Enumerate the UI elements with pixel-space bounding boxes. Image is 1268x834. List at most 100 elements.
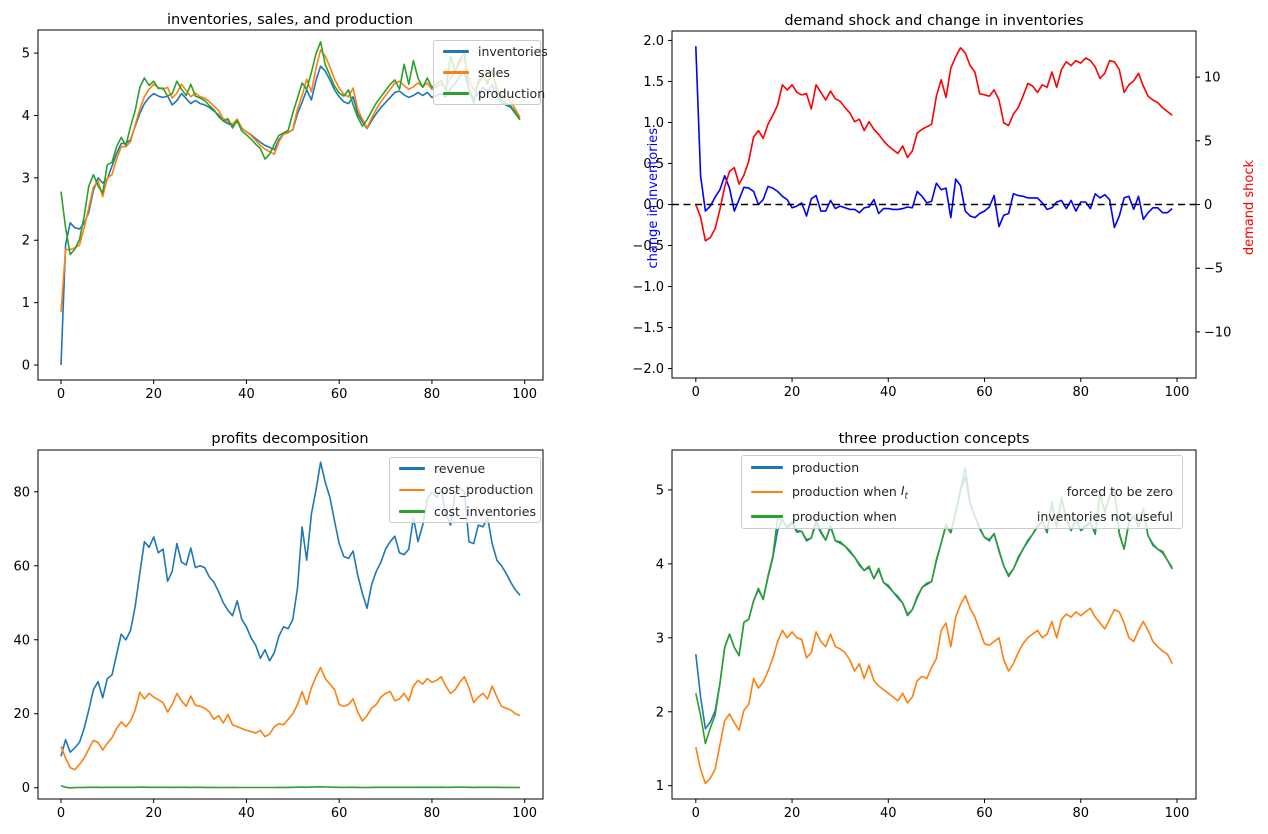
inventories-sales-production-y-tick-label: 4 xyxy=(22,109,30,124)
legend-item-inventories: inventories xyxy=(434,44,548,59)
profits-decomposition-x-tick-label: 80 xyxy=(424,806,441,821)
chart-title-demand-shock: demand shock and change in inventories xyxy=(784,13,1084,29)
legend-label: production when xyxy=(792,509,897,525)
legend-item-production: production xyxy=(434,86,545,101)
demand-shock-change-inventories-line-demand-shock xyxy=(695,46,1173,242)
profits-decomposition-x-tick-label: 100 xyxy=(512,806,537,821)
legend-item-cost-production: cost_production xyxy=(390,482,540,497)
inventories-sales-production-x-tick-label: 80 xyxy=(424,387,441,402)
legend-profits-decomposition: revenue cost_production cost_inventories xyxy=(389,457,541,523)
legend-label-right: inventories not useful xyxy=(1036,509,1173,525)
legend-line-sample-production xyxy=(751,466,783,469)
demand-shock-change-inventories-y-tick-right-label: −10 xyxy=(1204,325,1231,340)
legend-line-sample-inventories xyxy=(443,50,469,53)
legend-label: revenue xyxy=(434,461,486,477)
legend-label: inventories xyxy=(478,44,548,59)
legend-line-sample-sales xyxy=(443,71,469,74)
demand-shock-change-inventories-y-tick-label: 1.0 xyxy=(643,116,664,131)
legend-item-production-inventories-not-useful: production when inventories not useful xyxy=(742,509,1182,524)
legend-line-sample-production-inventories-not-useful xyxy=(751,515,783,518)
inventories-sales-production-x-tick-label: 100 xyxy=(512,387,537,402)
demand-shock-change-inventories-x-tick-label: 60 xyxy=(976,385,993,400)
demand-shock-change-inventories-y-tick-label: 0.0 xyxy=(643,198,664,213)
legend-line-sample-revenue xyxy=(399,467,425,470)
inventories-sales-production-y-tick-label: 5 xyxy=(22,47,30,62)
demand-shock-change-inventories-x-tick-label: 40 xyxy=(880,385,897,400)
demand-shock-change-inventories-x-tick-label: 0 xyxy=(692,385,700,400)
demand-shock-change-inventories-y-tick-right-label: 5 xyxy=(1204,134,1212,149)
profits-decomposition-x-tick-label: 40 xyxy=(238,806,255,821)
legend-three-production-concepts: production production when It forced to … xyxy=(741,455,1183,529)
three-production-concepts-x-tick-label: 100 xyxy=(1165,806,1190,821)
demand-shock-change-inventories-x-tick-label: 80 xyxy=(1072,385,1089,400)
inventories-sales-production-y-tick-label: 3 xyxy=(22,171,30,186)
profits-decomposition-x-tick-label: 0 xyxy=(57,806,65,821)
y-axis-label-demand-shock: demand shock xyxy=(1242,160,1257,256)
profits-decomposition-y-tick-label: 40 xyxy=(13,633,30,648)
inventories-sales-production-line-inventories xyxy=(60,65,521,366)
inventories-sales-production-frame xyxy=(37,29,544,381)
profits-decomposition-line-cost-production xyxy=(60,666,521,771)
three-production-concepts-x-tick-label: 60 xyxy=(976,806,993,821)
three-production-concepts-frame xyxy=(671,449,1197,800)
legend-label: cost_inventories xyxy=(434,503,536,519)
demand-shock-change-inventories-frame xyxy=(671,30,1197,379)
legend-item-revenue: revenue xyxy=(390,461,540,476)
demand-shock-change-inventories-line-change-in-inventories xyxy=(695,46,1173,229)
demand-shock-change-inventories-y-tick-label: −1.0 xyxy=(632,280,664,295)
legend-line-sample-production-when-it-zero xyxy=(751,490,783,494)
legend-item-sales: sales xyxy=(434,65,540,80)
inventories-sales-production-x-tick-label: 20 xyxy=(145,387,162,402)
profits-decomposition-y-tick-label: 20 xyxy=(13,707,30,722)
three-production-concepts-x-tick-label: 0 xyxy=(692,806,700,821)
legend-math-symbol: It xyxy=(900,482,909,502)
demand-shock-change-inventories-y-tick-right-label: 10 xyxy=(1204,71,1221,86)
legend-line-sample-cost-inventories xyxy=(399,510,425,513)
legend-line-sample-production xyxy=(443,92,469,95)
demand-shock-change-inventories-x-tick-label: 100 xyxy=(1165,385,1190,400)
legend-item-cost-inventories: cost_inventories xyxy=(390,504,540,519)
legend-label: cost_production xyxy=(434,482,534,498)
profits-decomposition-y-tick-label: 0 xyxy=(22,781,30,796)
legend-line-sample-cost-production xyxy=(399,488,425,492)
y-axis-label-change-in-inventories: change in inventories xyxy=(646,128,661,269)
legend-label-right: forced to be zero xyxy=(1066,484,1173,500)
three-production-concepts-x-tick-label: 20 xyxy=(784,806,801,821)
three-production-concepts-y-tick-label: 1 xyxy=(656,779,664,794)
legend-item-production-inventories-zero: production when It forced to be zero xyxy=(742,482,1182,502)
demand-shock-change-inventories-y-tick-label: −1.5 xyxy=(632,321,664,336)
three-production-concepts-y-tick-label: 3 xyxy=(656,631,664,646)
three-production-concepts-y-tick-label: 4 xyxy=(656,557,664,572)
demand-shock-change-inventories-y-tick-label: −2.0 xyxy=(632,362,664,377)
three-production-concepts-x-tick-label: 40 xyxy=(880,806,897,821)
profits-decomposition-x-tick-label: 20 xyxy=(145,806,162,821)
profits-decomposition-y-tick-label: 60 xyxy=(13,559,30,574)
chart-title-inventories-sales-production: inventories, sales, and production xyxy=(166,12,414,28)
three-production-concepts-x-tick-label: 80 xyxy=(1072,806,1089,821)
demand-shock-change-inventories-y-tick-right-label: −5 xyxy=(1204,262,1223,277)
profits-decomposition-line-cost-inventories xyxy=(60,784,520,789)
inventories-sales-production-y-tick-label: 0 xyxy=(22,359,30,374)
chart-title-three-production-concepts: three production concepts xyxy=(838,431,1030,447)
legend-label: production when xyxy=(792,484,901,500)
demand-shock-change-inventories-y-tick-label: 2.0 xyxy=(643,34,664,49)
inventories-sales-production-y-tick-label: 1 xyxy=(22,296,30,311)
legend-item-production: production xyxy=(742,460,1182,475)
legend-inventories-sales-production: inventories sales production xyxy=(433,40,548,105)
profits-decomposition-frame xyxy=(37,449,544,800)
inventories-sales-production-x-tick-label: 0 xyxy=(57,387,65,402)
demand-shock-change-inventories-y-tick-label: 1.5 xyxy=(643,75,664,90)
three-production-concepts-line-production-when-i-t-forced-to-be-zero xyxy=(695,594,1173,785)
three-production-concepts-y-tick-label: 5 xyxy=(656,483,664,498)
demand-shock-change-inventories-y-tick-right-label: 0 xyxy=(1204,198,1212,213)
demand-shock-change-inventories-y-tick-label: −0.5 xyxy=(632,239,664,254)
three-production-concepts-y-tick-label: 2 xyxy=(656,705,664,720)
demand-shock-change-inventories-y-tick-label: 0.5 xyxy=(643,157,664,172)
legend-label: production xyxy=(478,86,546,101)
legend-label: production xyxy=(792,459,860,475)
inventories-sales-production-x-tick-label: 40 xyxy=(238,387,255,402)
inventories-sales-production-y-tick-label: 2 xyxy=(22,234,30,249)
legend-label: sales xyxy=(478,65,510,80)
